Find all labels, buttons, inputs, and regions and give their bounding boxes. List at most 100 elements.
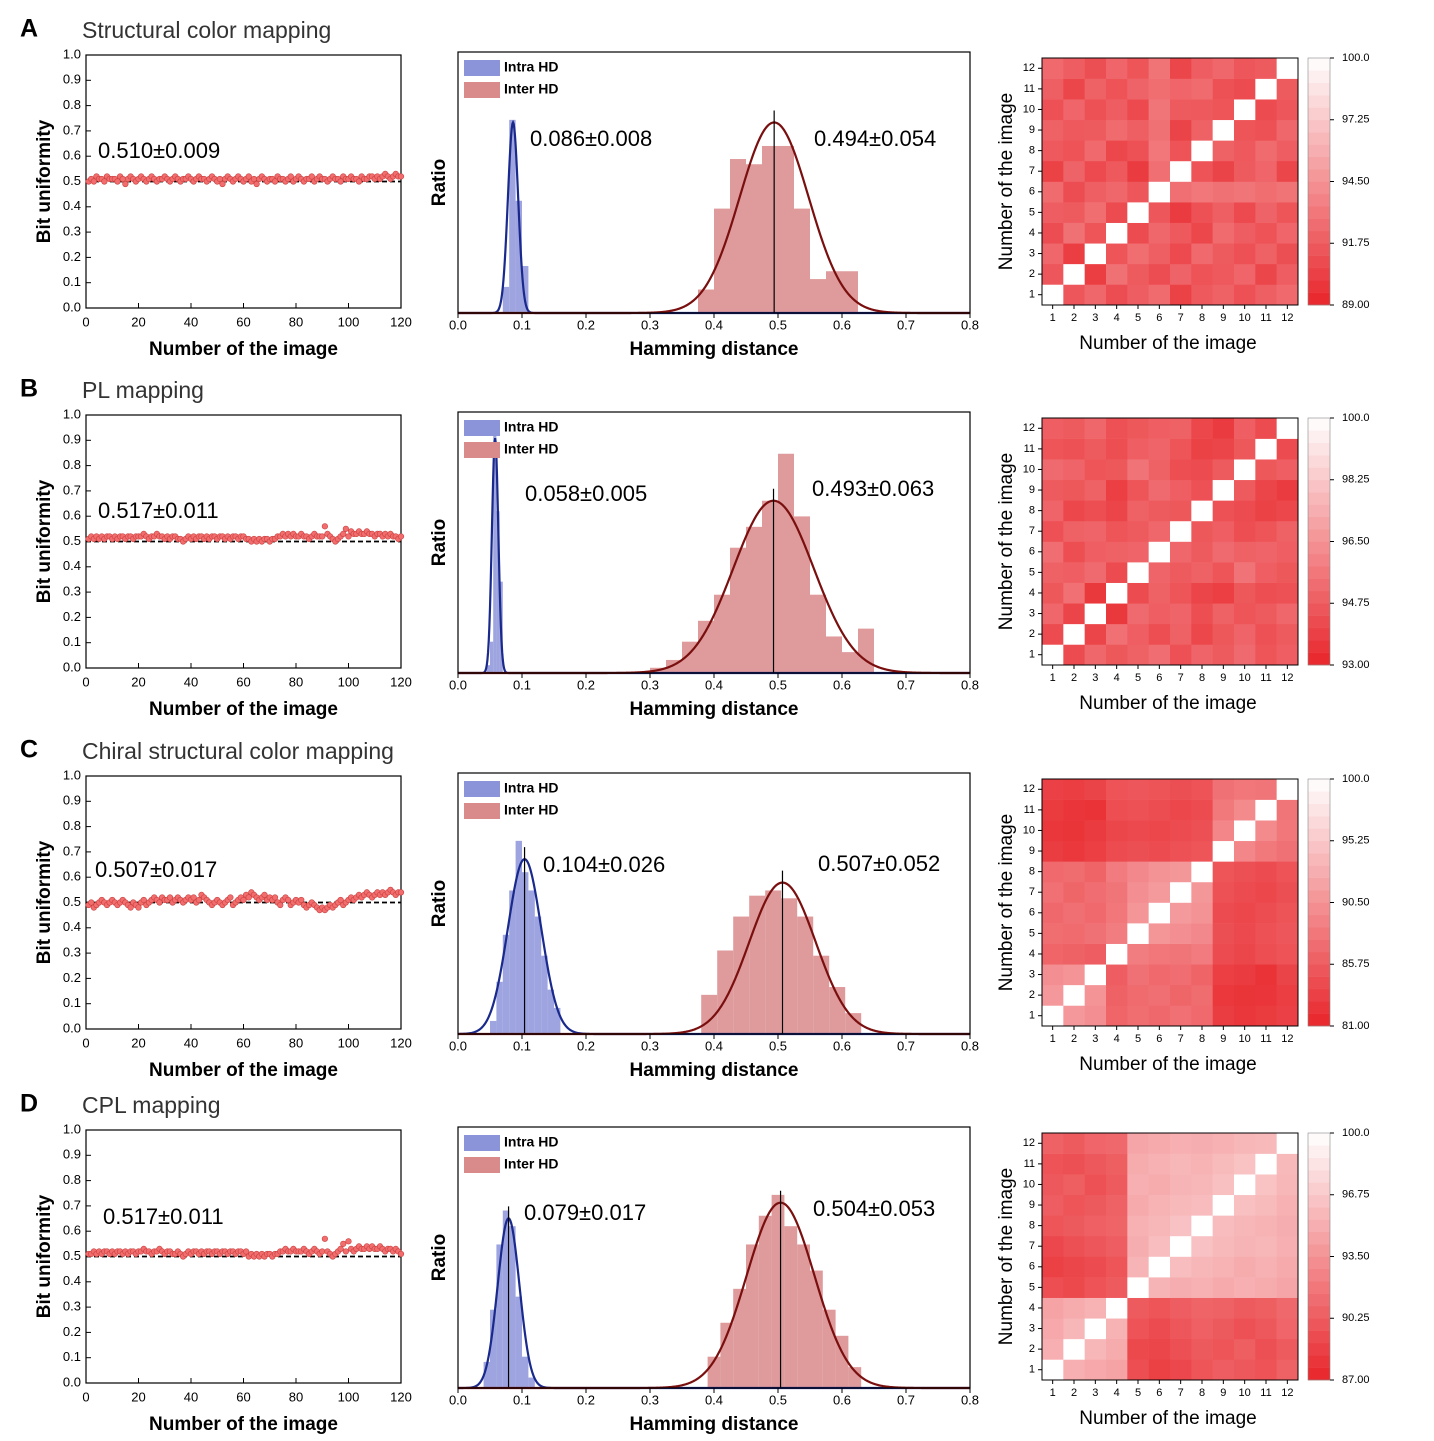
- heatmap-cell: [1084, 923, 1107, 944]
- annotation: 0.510±0.009: [98, 138, 220, 163]
- heatmap-cell: [1255, 58, 1277, 79]
- histogram-bar: [813, 955, 830, 1034]
- x-tick-label: 0.2: [577, 317, 595, 332]
- heatmap-cell: [1042, 479, 1064, 501]
- heatmap-cell: [1212, 1256, 1235, 1278]
- heatmap-cell: [1276, 1133, 1299, 1154]
- x-tick-label: 0.0: [449, 1038, 467, 1053]
- heatmap-cell: [1084, 603, 1107, 625]
- heatmap-cell: [1255, 984, 1277, 1006]
- x-tick-label: 8: [1199, 672, 1205, 684]
- heatmap-cell: [1212, 1005, 1235, 1027]
- heatmap-cell: [1148, 623, 1171, 645]
- heatmap-cell: [1191, 284, 1213, 306]
- heatmap-cell: [1127, 284, 1149, 306]
- heatmap-cell: [1255, 603, 1277, 625]
- heatmap-cell: [1212, 520, 1235, 542]
- heatmap-cell: [1084, 140, 1107, 162]
- x-tick-label: 9: [1220, 1387, 1226, 1399]
- heatmap-cell: [1276, 1005, 1299, 1027]
- heatmap-cell: [1170, 438, 1192, 460]
- heatmap-cell: [1042, 1153, 1064, 1175]
- legend-swatch: [464, 60, 500, 76]
- heatmap-cell: [1234, 541, 1256, 563]
- histogram-bar: [522, 266, 529, 313]
- heatmap-cell: [1191, 799, 1213, 821]
- y-tick-label: 5: [1029, 1281, 1035, 1293]
- y-axis-title: Number of the image: [996, 453, 1017, 630]
- heatmap-cell: [1170, 119, 1192, 141]
- colorbar-band: [1308, 193, 1330, 207]
- x-tick-label: 10: [1239, 312, 1251, 324]
- heatmap-cell: [1084, 861, 1107, 883]
- heatmap-cell: [1170, 644, 1192, 666]
- heatmap-cell: [1234, 263, 1256, 285]
- histogram-bar: [826, 271, 842, 313]
- x-axis-title: Hamming distance: [630, 339, 799, 360]
- y-tick-label: 0.3: [63, 1299, 81, 1314]
- heatmap-cell: [1127, 984, 1149, 1006]
- heatmap-cell: [1170, 779, 1192, 800]
- heatmap-cell: [1234, 799, 1256, 821]
- x-tick-label: 0.1: [513, 317, 531, 332]
- heatmap-cell: [1148, 943, 1171, 965]
- heatmap-cell: [1063, 479, 1085, 501]
- y-tick-label: 0.0: [63, 299, 81, 314]
- heatmap-cell: [1063, 902, 1085, 924]
- heatmap-cell: [1212, 1359, 1235, 1381]
- heatmap-cell: [1042, 902, 1064, 924]
- heatmap-cell: [1212, 459, 1235, 481]
- heatmap-cell: [1276, 1215, 1299, 1237]
- y-tick-label: 0.8: [63, 818, 81, 833]
- heatmap-cell: [1063, 160, 1085, 182]
- heatmap-cell: [1084, 779, 1107, 800]
- heatmap-cell: [1191, 861, 1213, 883]
- legend-swatch: [464, 803, 500, 819]
- heatmap-cell: [1191, 438, 1213, 460]
- heatmap-cell: [1063, 943, 1085, 965]
- colorbar-band: [1308, 1013, 1330, 1027]
- colorbar-band: [1308, 939, 1330, 953]
- heatmap-cell: [1234, 1277, 1256, 1298]
- heatmap-cell: [1234, 603, 1256, 625]
- x-axis-title: Hamming distance: [630, 699, 799, 720]
- heatmap-cell: [1148, 1235, 1171, 1257]
- colorbar-tick-label: 91.75: [1342, 237, 1370, 249]
- data-point: [337, 1245, 344, 1253]
- x-tick-label: 100: [338, 674, 360, 689]
- histogram-bar: [698, 620, 714, 673]
- histogram-bar: [810, 279, 826, 313]
- heatmap-cell: [1042, 202, 1064, 223]
- x-tick-label: 3: [1092, 1387, 1098, 1399]
- heatmap-cell: [1255, 119, 1277, 141]
- colorbar-band: [1308, 218, 1330, 232]
- heatmap-cell: [1042, 1194, 1064, 1216]
- heatmap-cell: [1127, 779, 1149, 800]
- colorbar-band: [1308, 169, 1330, 182]
- x-tick-label: 40: [184, 314, 198, 329]
- heatmap-cell: [1042, 1318, 1064, 1340]
- heatmap-cell: [1276, 1338, 1299, 1360]
- heatmap-cell: [1234, 1318, 1256, 1340]
- colorbar-tick-label: 100.0: [1342, 1127, 1370, 1139]
- x-tick-label: 40: [184, 1035, 198, 1050]
- heatmap-cell: [1191, 58, 1213, 79]
- heatmap-cell: [1212, 500, 1235, 522]
- data-point: [216, 175, 223, 183]
- heatmap-cell: [1212, 181, 1235, 203]
- y-tick-label: 9: [1029, 845, 1035, 857]
- plot-frame: [1041, 57, 1299, 306]
- y-tick-label: 7: [1029, 1240, 1035, 1252]
- x-tick-label: 0.0: [449, 677, 467, 692]
- heatmap-cell: [1276, 582, 1299, 604]
- heatmap-cell: [1148, 562, 1171, 583]
- heatmap-cell: [1191, 1277, 1213, 1298]
- heatmap-cell: [1191, 243, 1213, 265]
- heatmap-cell: [1255, 1005, 1277, 1027]
- heatmap-cell: [1212, 140, 1235, 162]
- y-tick-label: 10: [1023, 103, 1035, 115]
- y-tick-label: 0.0: [63, 1020, 81, 1035]
- x-axis-title: Number of the image: [149, 1060, 338, 1081]
- heatmap-cell: [1148, 500, 1171, 522]
- x-tick-label: 0.0: [449, 317, 467, 332]
